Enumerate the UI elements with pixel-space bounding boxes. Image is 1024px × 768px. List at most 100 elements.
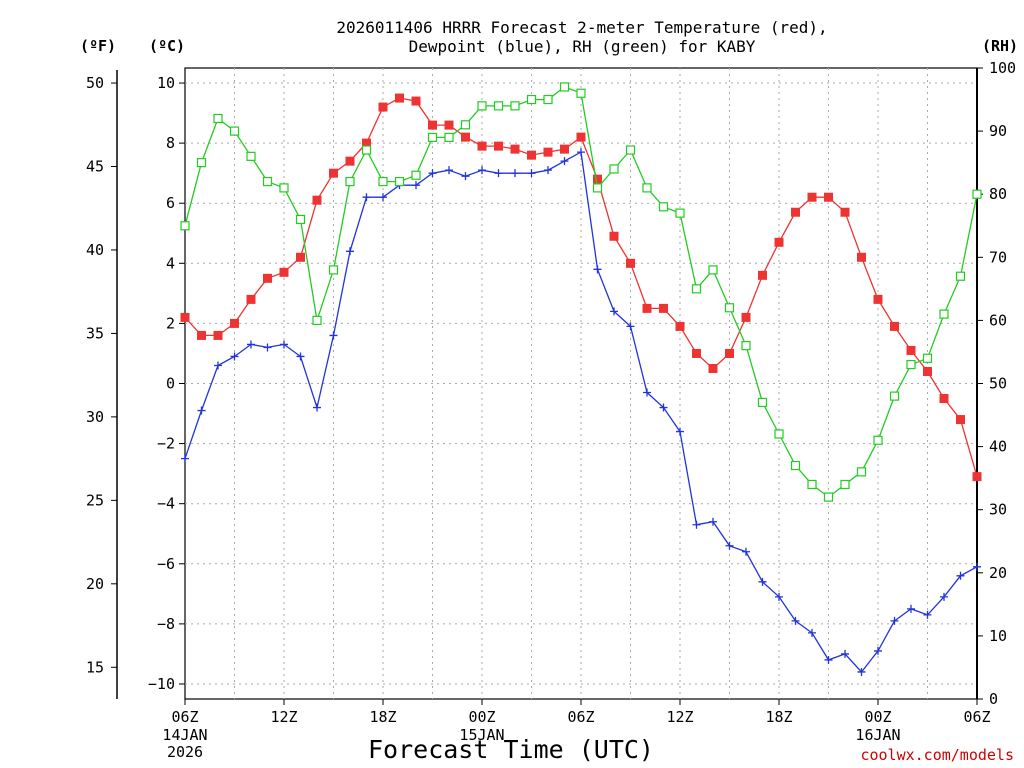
2-meter-temperature-point bbox=[972, 472, 982, 482]
2-meter-temperature-point bbox=[461, 132, 470, 142]
rh-point bbox=[196, 158, 207, 168]
rh-point bbox=[922, 353, 933, 363]
dewpoint-point bbox=[247, 340, 255, 349]
2-meter-temperature-point bbox=[593, 174, 602, 184]
rh-tick-label: 30 bbox=[989, 501, 1007, 519]
2-meter-temperature-point bbox=[345, 156, 355, 166]
x-date-label: 14JAN bbox=[162, 726, 207, 744]
2-meter-temperature-point bbox=[395, 93, 404, 103]
2-meter-temperature-point bbox=[296, 252, 305, 262]
rh-point bbox=[345, 176, 355, 187]
celsius-tick-label: 10 bbox=[157, 74, 175, 92]
rh-point bbox=[246, 151, 256, 161]
rh-tick-label: 50 bbox=[989, 375, 1007, 393]
rh-point bbox=[642, 183, 652, 193]
dewpoint-point bbox=[626, 322, 635, 331]
2-meter-temperature-point bbox=[428, 120, 437, 130]
fahrenheit-tick-label: 50 bbox=[86, 74, 104, 92]
x-tick-label: 18Z bbox=[765, 708, 792, 726]
2-meter-temperature-point bbox=[906, 345, 916, 355]
rh-point bbox=[823, 492, 834, 502]
rh-point bbox=[790, 460, 801, 471]
rh-point bbox=[955, 271, 966, 281]
chart-title-line1: 2026011406 HRRR Forecast 2-meter Tempera… bbox=[336, 18, 827, 37]
rh-point bbox=[427, 132, 438, 143]
fahrenheit-tick-label: 30 bbox=[86, 408, 104, 426]
celsius-tick-label: −10 bbox=[148, 675, 175, 693]
2-meter-temperature-point bbox=[263, 273, 272, 283]
rh-point bbox=[262, 176, 273, 187]
dewpoint-point bbox=[478, 166, 486, 175]
2-meter-temperature-point bbox=[758, 270, 767, 280]
2-meter-temperature-point bbox=[642, 303, 652, 313]
rh-point bbox=[213, 113, 223, 124]
rh-point bbox=[229, 126, 240, 136]
rh-point bbox=[394, 176, 405, 187]
rh-tick-label: 40 bbox=[989, 438, 1007, 456]
celsius-tick-label: −6 bbox=[157, 555, 175, 573]
2-meter-temperature-point bbox=[923, 366, 932, 376]
rh-point bbox=[361, 145, 372, 155]
2-meter-temperature-point bbox=[213, 330, 223, 340]
2-meter-temperature-point bbox=[246, 294, 256, 304]
dewpoint-point bbox=[346, 247, 354, 256]
dewpoint-point bbox=[511, 169, 519, 178]
dewpoint-point bbox=[230, 352, 239, 361]
rh-point bbox=[592, 183, 603, 193]
celsius-tick-label: 0 bbox=[166, 375, 175, 393]
celsius-tick-label: −2 bbox=[157, 435, 175, 453]
rh-point bbox=[312, 315, 322, 325]
2-meter-temperature-point bbox=[329, 168, 338, 178]
dewpoint-point bbox=[676, 427, 684, 436]
dewpoint-point bbox=[857, 667, 866, 676]
2-meter-temperature-point bbox=[890, 321, 899, 331]
2-meter-temperature-point bbox=[378, 102, 388, 112]
rh-point bbox=[939, 309, 949, 319]
dewpoint-point bbox=[923, 610, 932, 619]
rh-unit-label: (RH) bbox=[982, 37, 1018, 55]
2-meter-temperature-point bbox=[543, 147, 553, 157]
dewpoint-point bbox=[742, 547, 750, 556]
2-meter-temperature-point bbox=[956, 415, 965, 425]
rh-point bbox=[576, 88, 586, 98]
x-tick-label: 06Z bbox=[963, 708, 990, 726]
x-tick-label: 18Z bbox=[369, 708, 396, 726]
rh-point bbox=[873, 435, 883, 445]
dewpoint-point bbox=[428, 169, 437, 178]
celsius-tick-label: 6 bbox=[166, 194, 175, 212]
2-meter-temperature-point bbox=[741, 312, 751, 322]
rh-tick-label: 80 bbox=[989, 185, 1007, 203]
dewpoint-point bbox=[692, 520, 701, 529]
2-meter-temperature-point bbox=[840, 207, 850, 217]
dewpoint-point bbox=[808, 628, 816, 637]
credit-text: coolwx.com/models bbox=[860, 746, 1014, 764]
rh-point bbox=[658, 202, 669, 212]
rh-point bbox=[493, 101, 504, 111]
dewpoint-point bbox=[362, 193, 371, 202]
2-meter-temperature-point bbox=[873, 294, 883, 304]
rh-point bbox=[625, 145, 636, 155]
dewpoint-point bbox=[643, 388, 651, 397]
dewpoint-point bbox=[379, 193, 387, 202]
dewpoint-point bbox=[527, 169, 536, 178]
rh-point bbox=[295, 214, 306, 225]
dewpoint-point bbox=[280, 340, 288, 349]
dewpoint-point bbox=[445, 166, 453, 175]
x-tick-label: 06Z bbox=[171, 708, 198, 726]
grid-lines bbox=[185, 68, 977, 699]
dewpoint-point bbox=[791, 616, 800, 625]
rh-point bbox=[460, 120, 471, 130]
dewpoint-point bbox=[610, 307, 618, 316]
dewpoint-point bbox=[544, 166, 552, 175]
fahrenheit-tick-label: 20 bbox=[86, 575, 104, 593]
rh-point bbox=[774, 429, 784, 439]
dewpoint-point bbox=[841, 649, 849, 658]
dewpoint-point bbox=[973, 562, 981, 571]
dewpoint-point bbox=[890, 616, 899, 625]
2-meter-temperature-point bbox=[312, 195, 322, 205]
x-tick-label: 06Z bbox=[567, 708, 594, 726]
dewpoint-point bbox=[313, 403, 321, 412]
dewpoint-point bbox=[296, 352, 305, 361]
fahrenheit-tick-label: 25 bbox=[86, 491, 104, 509]
